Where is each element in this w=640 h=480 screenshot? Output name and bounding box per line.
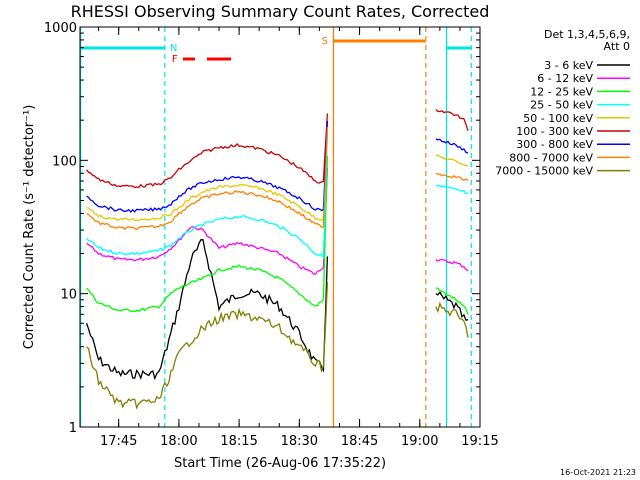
series-line xyxy=(86,131,329,260)
x-tick-label: 18:45 xyxy=(341,434,378,449)
x-tick-label: 18:30 xyxy=(281,434,318,449)
series-line xyxy=(86,113,329,189)
legend-label: 800 - 7000 keV xyxy=(509,151,593,164)
series-line xyxy=(435,172,469,182)
series-layer xyxy=(85,109,469,410)
y-axis-label: Corrected Count Rate (s⁻¹ detector⁻¹) xyxy=(22,105,37,350)
series-line xyxy=(86,120,329,222)
series-line xyxy=(435,154,469,167)
axes-layer: 17:45 18:00 18:15 18:30 18:45 19:00 19:15 1 10 10… xyxy=(44,21,499,449)
series-line xyxy=(435,291,469,321)
x-tick-label: 19:15 xyxy=(461,434,498,449)
legend-label: 100 - 300 keV xyxy=(516,125,593,138)
legend-label: 7000 - 15000 keV xyxy=(495,165,593,178)
annotation-layer: NF S xyxy=(79,27,472,427)
legend-label: 6 - 12 keV xyxy=(537,72,593,85)
series-line xyxy=(435,301,469,338)
plot-frame xyxy=(79,26,481,428)
y-tick-label: 10 xyxy=(60,288,77,303)
y-tick-label: 1 xyxy=(69,421,77,436)
y-tick-label: 100 xyxy=(52,154,77,169)
saa-marker-label: S xyxy=(321,36,327,47)
series-line xyxy=(85,239,329,381)
flare-marker-label: F xyxy=(172,54,178,65)
x-tick-label: 19:00 xyxy=(401,434,438,449)
series-line xyxy=(435,287,469,315)
series-line xyxy=(435,258,469,272)
legend-label: 25 - 50 keV xyxy=(530,99,593,112)
series-line xyxy=(435,109,469,131)
legend-label: 50 - 100 keV xyxy=(523,112,593,125)
series-line xyxy=(86,120,329,213)
legend-header-line-2: Att 0 xyxy=(604,40,630,53)
legend-label: 300 - 800 keV xyxy=(516,138,593,151)
series-line xyxy=(86,126,329,231)
series-line xyxy=(86,155,329,313)
x-axis-label: Start Time (26-Aug-06 17:35:22) xyxy=(174,456,386,471)
footer-date: 16-Oct-2021 21:23 xyxy=(560,468,636,477)
legend-header-line-1: Det 1,3,4,5,6,9, xyxy=(544,28,630,41)
series-line xyxy=(86,167,329,275)
x-tick-label: 17:45 xyxy=(100,434,137,449)
x-tick-label: 18:15 xyxy=(220,434,257,449)
chart-title: RHESSI Observing Summary Count Rates, Co… xyxy=(71,2,490,21)
series-line xyxy=(86,282,329,410)
series-line xyxy=(435,184,469,195)
night-marker-label: N xyxy=(170,43,177,54)
y-tick-label: 1000 xyxy=(44,21,77,36)
series-line xyxy=(435,138,469,154)
x-tick-label: 18:00 xyxy=(160,434,197,449)
legend-label: 3 - 6 keV xyxy=(544,59,593,72)
legend-label: 12 - 25 keV xyxy=(530,85,593,98)
